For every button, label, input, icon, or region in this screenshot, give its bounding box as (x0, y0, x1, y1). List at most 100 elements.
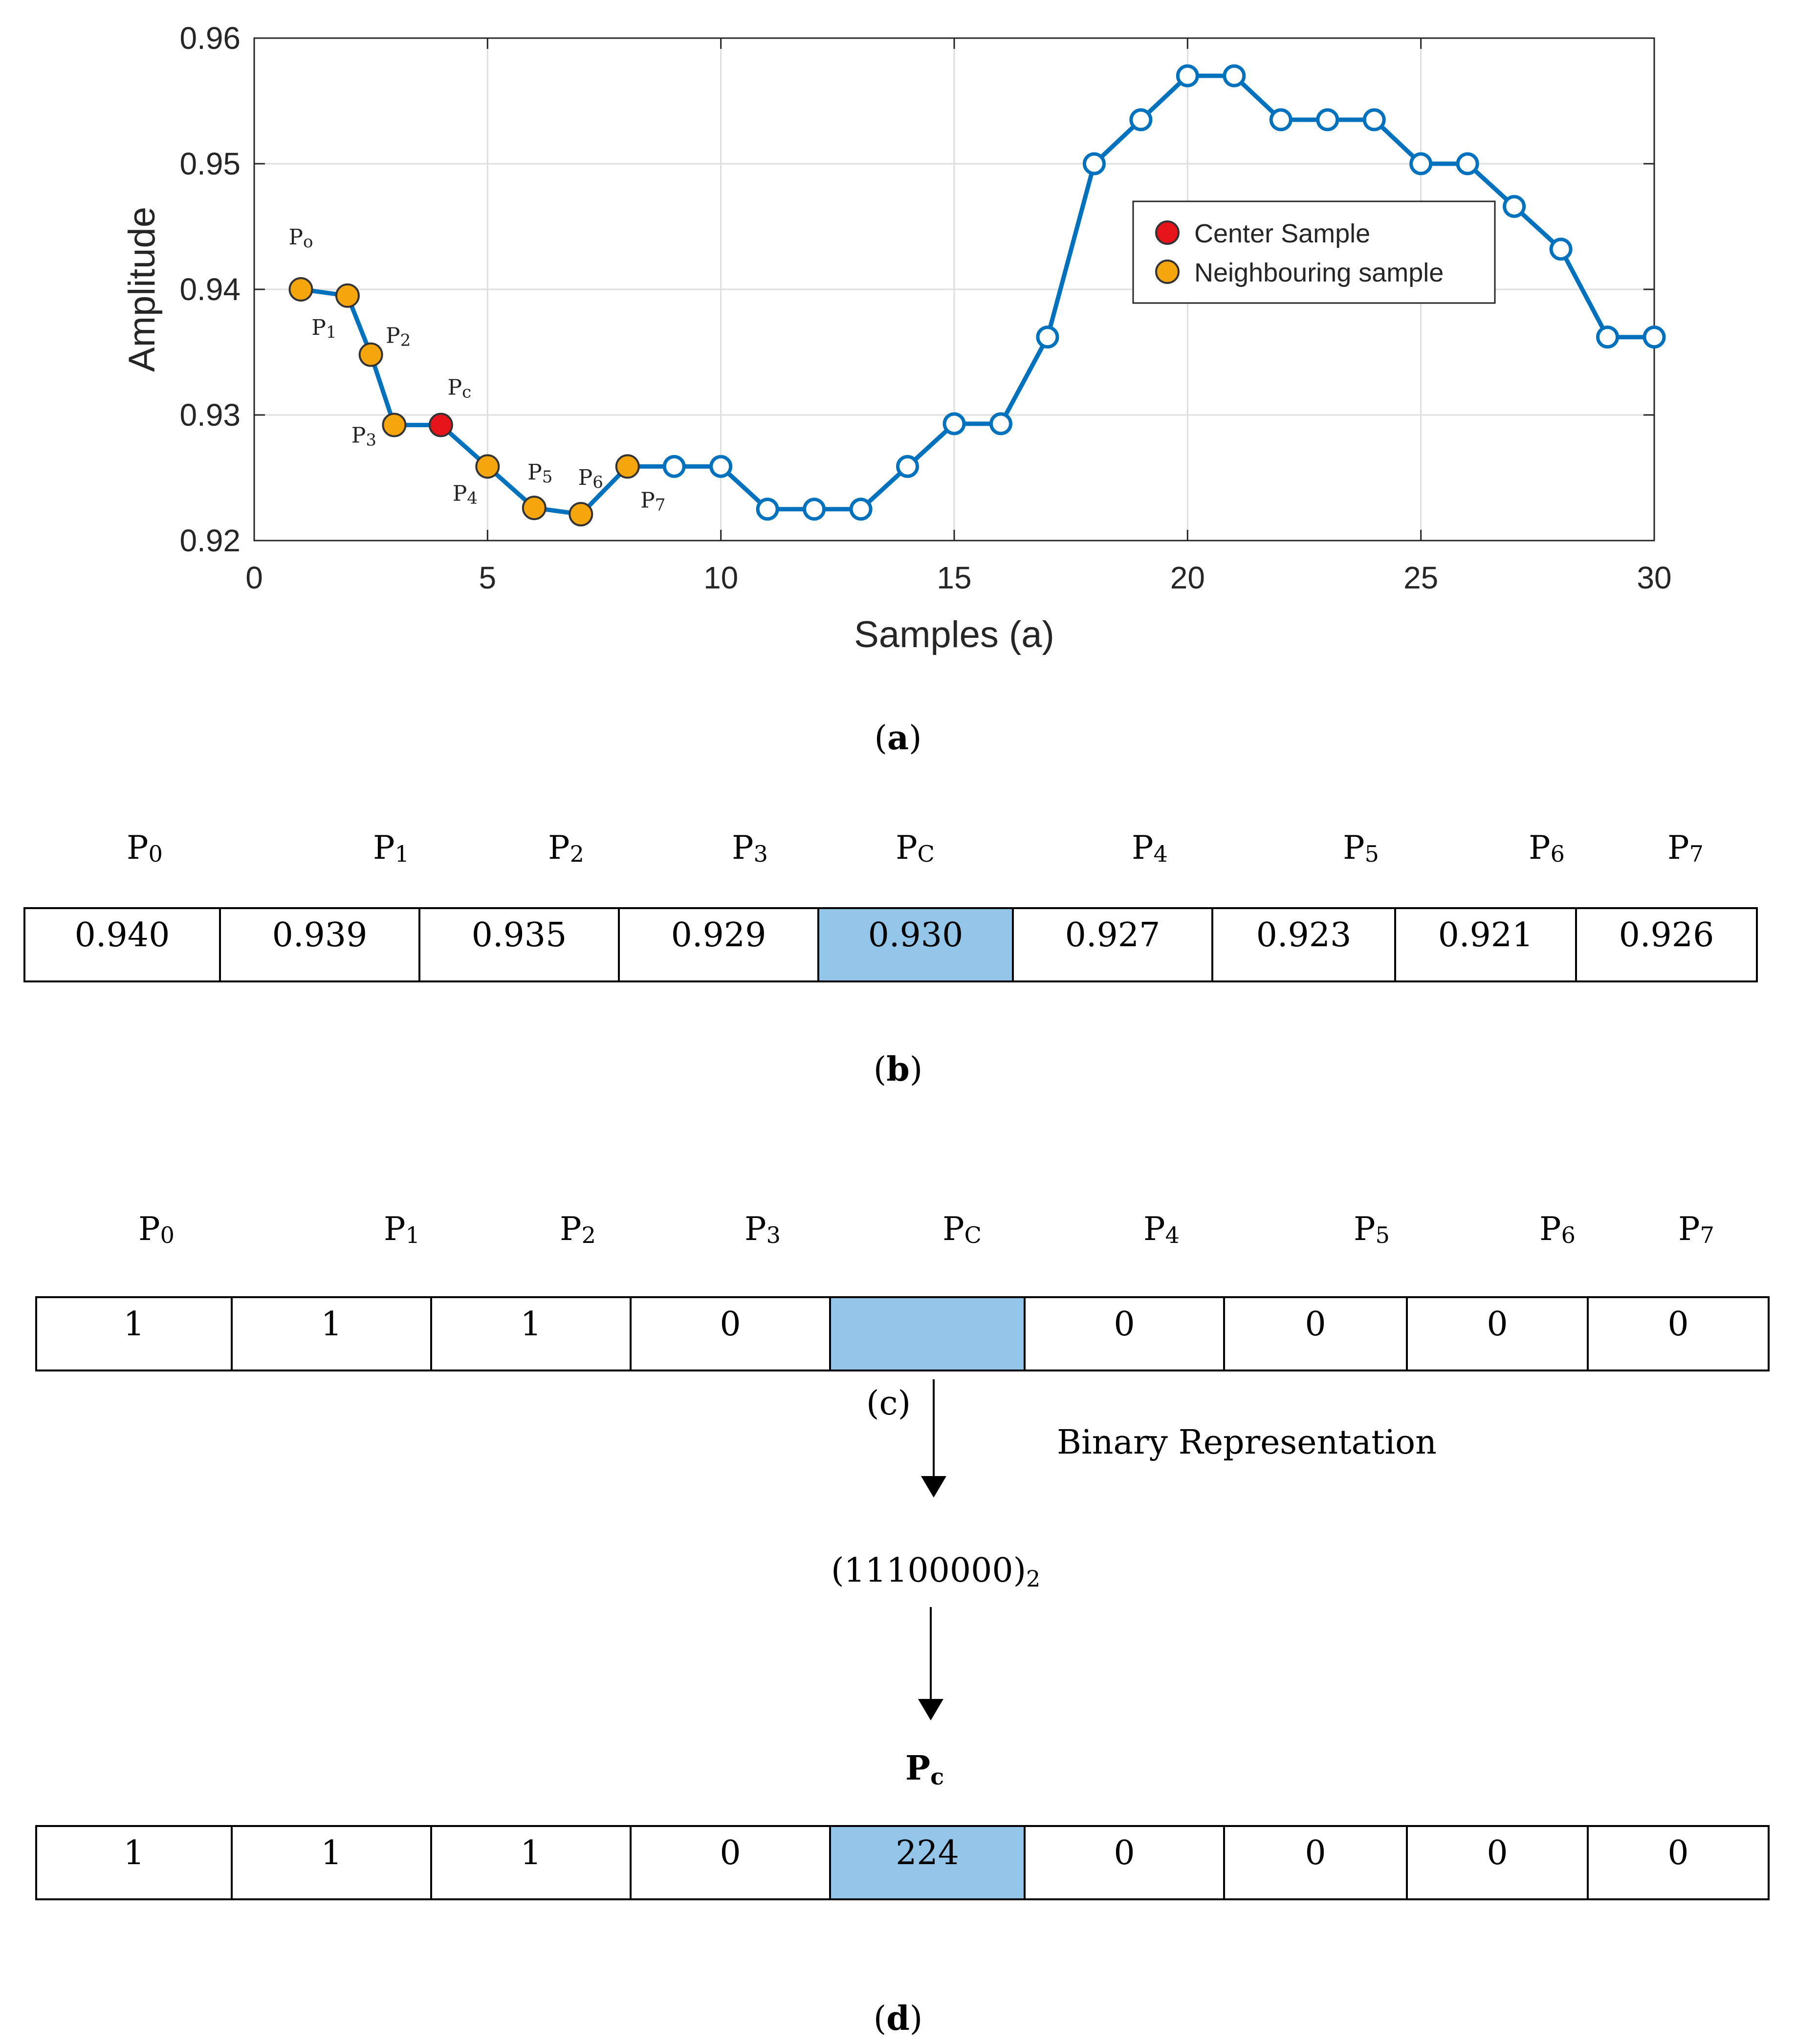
data-point (896, 455, 920, 478)
column-header: P6 (1529, 829, 1565, 867)
arrow-1-line (933, 1379, 935, 1482)
table-cell: 0 (1024, 1296, 1225, 1371)
column-header: P2 (560, 1210, 596, 1248)
point-label: P7 (640, 488, 665, 515)
legend-label: Center Sample (1194, 219, 1370, 248)
column-header: P1 (373, 829, 409, 867)
column-header: P5 (1354, 1210, 1390, 1248)
column-header: P1 (384, 1210, 420, 1248)
point-layer (288, 277, 640, 527)
table-cell: 0.935 (418, 907, 620, 982)
column-header: PC (942, 1210, 982, 1248)
column-header: P0 (138, 1210, 175, 1248)
point-label-sub: 2 (400, 331, 411, 350)
data-point (1176, 64, 1199, 87)
neighbour-sample-point (522, 496, 547, 521)
data-point (1409, 152, 1433, 175)
table-cell: 0.929 (618, 907, 819, 982)
table-cell: 0 (1587, 1296, 1770, 1371)
data-point (1036, 326, 1059, 349)
x-tick-label: 5 (479, 560, 497, 595)
data-point (803, 498, 826, 521)
table-cell: 1 (430, 1296, 632, 1371)
table-cell: 0.921 (1394, 907, 1577, 982)
data-point (1082, 152, 1106, 175)
column-header: P5 (1343, 829, 1379, 867)
table-cell: 0 (630, 1825, 831, 1900)
data-point (1549, 238, 1573, 261)
point-label-sub: 4 (467, 488, 478, 508)
amplitude-chart: 0 5 10 15 20 25 300.920.930.940.950.96Samples … (121, 21, 1672, 655)
point-label-sub: 1 (326, 323, 337, 342)
x-tick-label: 20 (1170, 560, 1205, 595)
column-header: P4 (1132, 829, 1168, 867)
caption-b: (b) (873, 1050, 923, 1089)
y-axis-label: Amplitude (121, 207, 163, 372)
legend-marker (1155, 260, 1180, 284)
legend-label: Neighbouring sample (1194, 258, 1444, 287)
table-cell: 0 (1024, 1825, 1225, 1900)
data-point (709, 455, 733, 478)
x-tick-label: 10 (703, 560, 738, 595)
neighbour-sample-point (288, 277, 313, 302)
neighbour-sample-point (475, 454, 500, 479)
y-tick-label: 0.95 (179, 146, 241, 181)
legend-layer: Center Sample Neighbouring sample (1132, 200, 1496, 304)
caption-c: (c) (866, 1384, 911, 1423)
column-header: P3 (732, 829, 768, 867)
point-label-sub: o (303, 232, 313, 252)
legend-marker (1155, 220, 1180, 245)
y-tick-label: 0.92 (179, 523, 241, 558)
y-tick-label: 0.96 (179, 21, 241, 56)
column-header: P3 (745, 1210, 781, 1248)
point-label-sub: c (462, 383, 471, 402)
table-cell: 1 (430, 1825, 632, 1900)
data-point (1269, 108, 1292, 131)
table-cell: 0.939 (219, 907, 420, 982)
table-cell: 0.926 (1575, 907, 1758, 982)
table-cell: 0 (1223, 1296, 1408, 1371)
table-cell: 1 (231, 1825, 432, 1900)
data-point (662, 455, 686, 478)
caption-a: (a) (874, 718, 922, 758)
neighbour-sample-point (358, 342, 383, 367)
data-point (1643, 326, 1666, 349)
data-point (1129, 108, 1153, 131)
data-point (1596, 326, 1620, 349)
y-tick-label: 0.93 (179, 397, 241, 433)
point-label: P2 (386, 324, 411, 350)
x-tick-label: 25 (1403, 560, 1438, 595)
table-cell: 224 (829, 1825, 1026, 1900)
center-sample-point (428, 413, 453, 437)
point-label-sub: 7 (655, 495, 666, 515)
point-label: Pc (448, 375, 472, 402)
neighbour-sample-point (335, 283, 360, 308)
data-point (1362, 108, 1386, 131)
column-header: P0 (127, 829, 163, 867)
table-cell: 0 (1587, 1825, 1770, 1900)
table-cell (829, 1296, 1026, 1371)
table-cell: 1 (35, 1296, 233, 1371)
neighbour-sample-point (569, 502, 593, 527)
neighbour-sample-point (615, 454, 640, 479)
table-cell: 0.927 (1012, 907, 1213, 982)
table-cell: 0 (1406, 1825, 1589, 1900)
data-point (1223, 64, 1246, 87)
neighbour-sample-point (382, 413, 407, 437)
data-point (989, 412, 1012, 435)
table-cell: 0.940 (23, 907, 221, 982)
axis-layer: 0 5 10 15 20 25 300.920.930.940.950.96Samples … (121, 21, 1672, 655)
data-point (942, 412, 966, 435)
arrow-2-head (918, 1699, 943, 1720)
column-header: PC (896, 829, 935, 867)
table-cell: 1 (231, 1296, 432, 1371)
table-cell: 0 (1223, 1825, 1408, 1900)
caption-d: (d) (873, 1999, 923, 2038)
data-point (1316, 108, 1339, 131)
table-cell: 0.923 (1211, 907, 1396, 982)
pc-label: Pc (905, 1749, 944, 1790)
column-header: P7 (1678, 1210, 1714, 1248)
table-cell: 0 (630, 1296, 831, 1371)
arrow-1-head (921, 1476, 946, 1498)
